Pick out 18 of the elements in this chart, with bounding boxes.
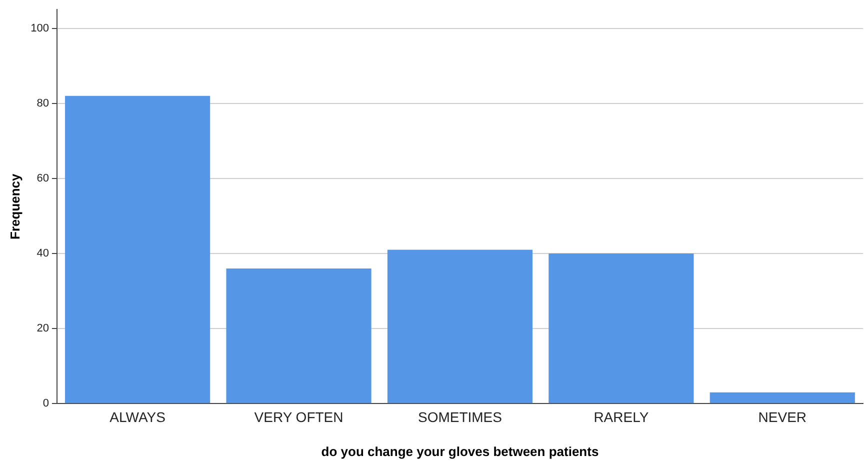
bar [65,96,210,404]
y-tick-label: 0 [42,398,49,410]
y-tick-label: 20 [36,322,49,335]
bar [387,250,533,404]
bar [710,392,855,404]
x-tick-label: ALWAYS [110,408,166,425]
y-tick-label: 100 [30,22,49,34]
x-tick-label: NEVER [758,408,807,425]
x-tick-label: SOMETIMES [418,408,502,425]
y-tick-label: 40 [36,248,49,260]
y-axis-title: Frequency [7,172,22,240]
x-tick-label: RARELY [594,408,650,425]
x-tick-label: VERY OFTEN [254,408,344,425]
y-tick-label: 80 [36,97,49,110]
bar [226,268,372,404]
y-tick-label: 60 [36,172,49,184]
bar [548,254,694,404]
x-axis-title: do you change your gloves between patients [321,444,599,459]
